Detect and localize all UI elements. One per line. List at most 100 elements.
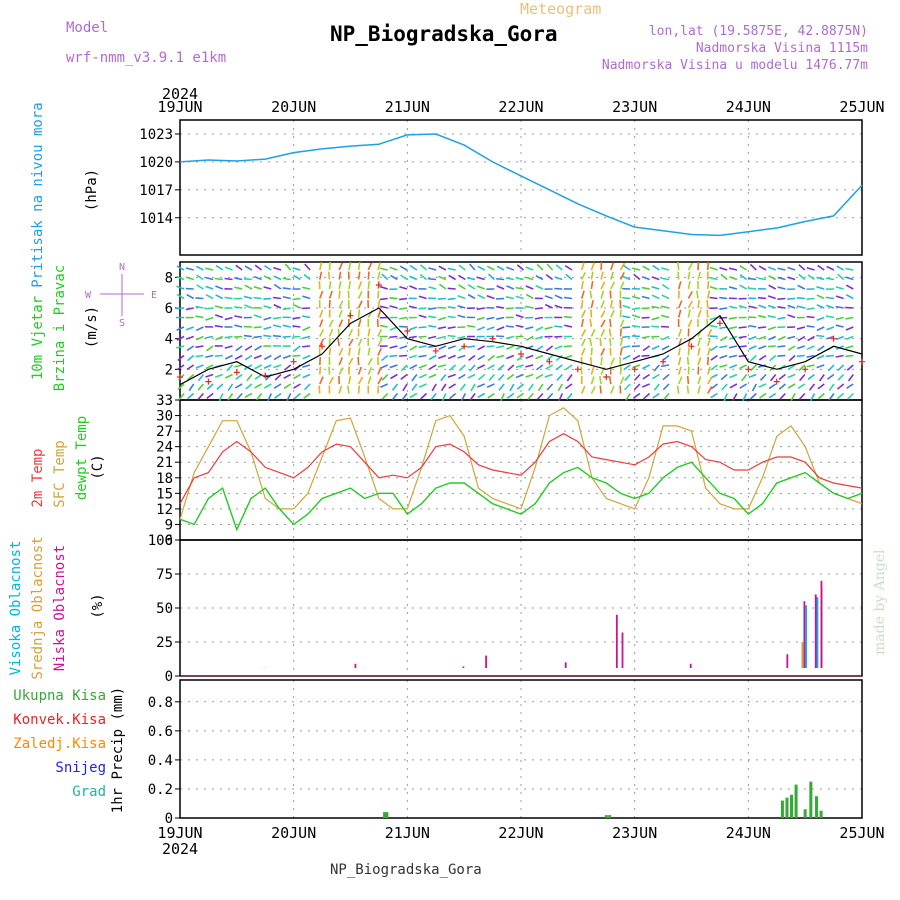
wind-arrow	[796, 345, 806, 350]
wind-arrow	[759, 373, 767, 381]
wind-arrow	[739, 364, 747, 370]
wind-arrow	[282, 324, 291, 328]
wind-arrow	[205, 294, 214, 300]
wind-arrow	[661, 267, 670, 271]
wind-arrow	[318, 385, 321, 394]
gust-marker	[461, 343, 468, 350]
wind-arrow	[205, 267, 214, 271]
wind-arrow	[525, 373, 534, 378]
wind-arrow	[419, 264, 428, 271]
wind-arrow	[381, 373, 389, 381]
wind-arrow	[486, 345, 495, 348]
wind-arrow	[816, 316, 825, 321]
wind-arrow	[447, 297, 456, 301]
wind-arrow	[263, 326, 272, 330]
wind-arrow	[282, 287, 291, 290]
cloud-bar	[786, 654, 789, 668]
wind-arrow	[728, 345, 738, 349]
wind-arrow	[817, 392, 825, 400]
wind-arrow	[609, 318, 612, 328]
wind-arrow	[253, 296, 262, 300]
wind-arrow	[460, 393, 467, 401]
y-tick-label: 24	[156, 440, 173, 456]
wind-arrow	[758, 265, 767, 271]
wind-arrow	[697, 299, 700, 309]
wind-arrow	[687, 347, 690, 356]
wind-arrow	[707, 261, 710, 271]
wind-arrow	[836, 392, 845, 400]
wind-arrow	[710, 383, 718, 390]
wind-arrow	[799, 373, 806, 382]
wind-arrow	[825, 277, 835, 281]
wind-arrow	[777, 276, 786, 281]
wind-arrow	[767, 326, 776, 331]
wind-arrow	[244, 284, 253, 290]
wind-arrow	[751, 383, 758, 392]
wind-arrow	[787, 335, 796, 340]
wind-arrow	[580, 318, 584, 328]
wind-arrow	[677, 357, 682, 366]
x-tick-label-bottom: 24JUN	[726, 824, 771, 842]
wind-arrow	[293, 274, 301, 281]
wind-arrow	[742, 393, 748, 401]
wind-arrow	[826, 335, 835, 340]
temp2m-line	[179, 433, 863, 504]
wind-arrow	[367, 347, 371, 356]
wind-arrow	[430, 392, 437, 401]
wind-arrow	[263, 364, 272, 369]
wind-arrow	[487, 392, 495, 399]
wind-arrow	[319, 376, 324, 385]
wind-arrow	[447, 306, 456, 309]
wind-arrow	[545, 274, 554, 281]
wind-arrow	[729, 373, 738, 379]
year-label-top: 2024	[162, 85, 198, 103]
cloud-bar	[814, 594, 817, 668]
wind-arrow	[226, 364, 234, 372]
wind-arrow	[195, 335, 204, 341]
wind-arrow	[566, 392, 573, 401]
wind-arrow	[496, 316, 505, 320]
wind-speed-line	[179, 307, 863, 386]
cloud-bar	[462, 666, 465, 668]
wind-arrow	[319, 319, 324, 328]
precip-legend-item: Konvek.Kisa	[13, 712, 106, 728]
y-tick-label: 18	[156, 471, 173, 487]
wind-arrow	[719, 354, 728, 359]
wind-arrow	[505, 335, 514, 340]
wind-arrow	[580, 280, 584, 290]
cloud-bar	[615, 614, 618, 668]
wind-arrow	[622, 315, 631, 319]
wind-arrow	[590, 328, 596, 337]
wind-arrow	[205, 316, 214, 321]
wind-arrow	[253, 354, 262, 360]
wind-arrow	[719, 296, 728, 300]
wind-arrow	[224, 277, 233, 281]
wind-arrow	[234, 305, 243, 309]
wind-arrow	[707, 280, 710, 290]
wind-arrow	[748, 324, 757, 328]
wind-arrow	[515, 364, 524, 369]
wind-arrow	[837, 273, 845, 281]
wind-arrow	[273, 303, 282, 309]
wind-arrow	[610, 271, 614, 280]
wind-arrow	[496, 326, 505, 331]
wind-arrow	[379, 297, 388, 301]
precip-bar	[809, 781, 813, 818]
compass-w-label: W	[85, 290, 92, 301]
precip-axis-label: 1hr Precip (mm)	[110, 687, 126, 813]
wind-arrow	[687, 319, 693, 328]
x-tick-label-top: 19JUN	[157, 98, 202, 116]
wind-arrow	[273, 383, 282, 389]
wind-arrow	[515, 373, 524, 379]
wind-arrow	[589, 318, 593, 328]
wind-arrow	[546, 392, 554, 400]
wind-arrow	[244, 354, 253, 361]
y-tick-label: 0	[165, 811, 173, 827]
wind-arrow	[283, 383, 292, 390]
wind-arrow	[449, 392, 457, 400]
wind-arrow	[748, 305, 757, 309]
wind-arrow	[224, 335, 233, 339]
wind-arrow	[600, 290, 605, 299]
wind-arrow	[304, 263, 311, 271]
wind-arrow	[205, 373, 214, 378]
